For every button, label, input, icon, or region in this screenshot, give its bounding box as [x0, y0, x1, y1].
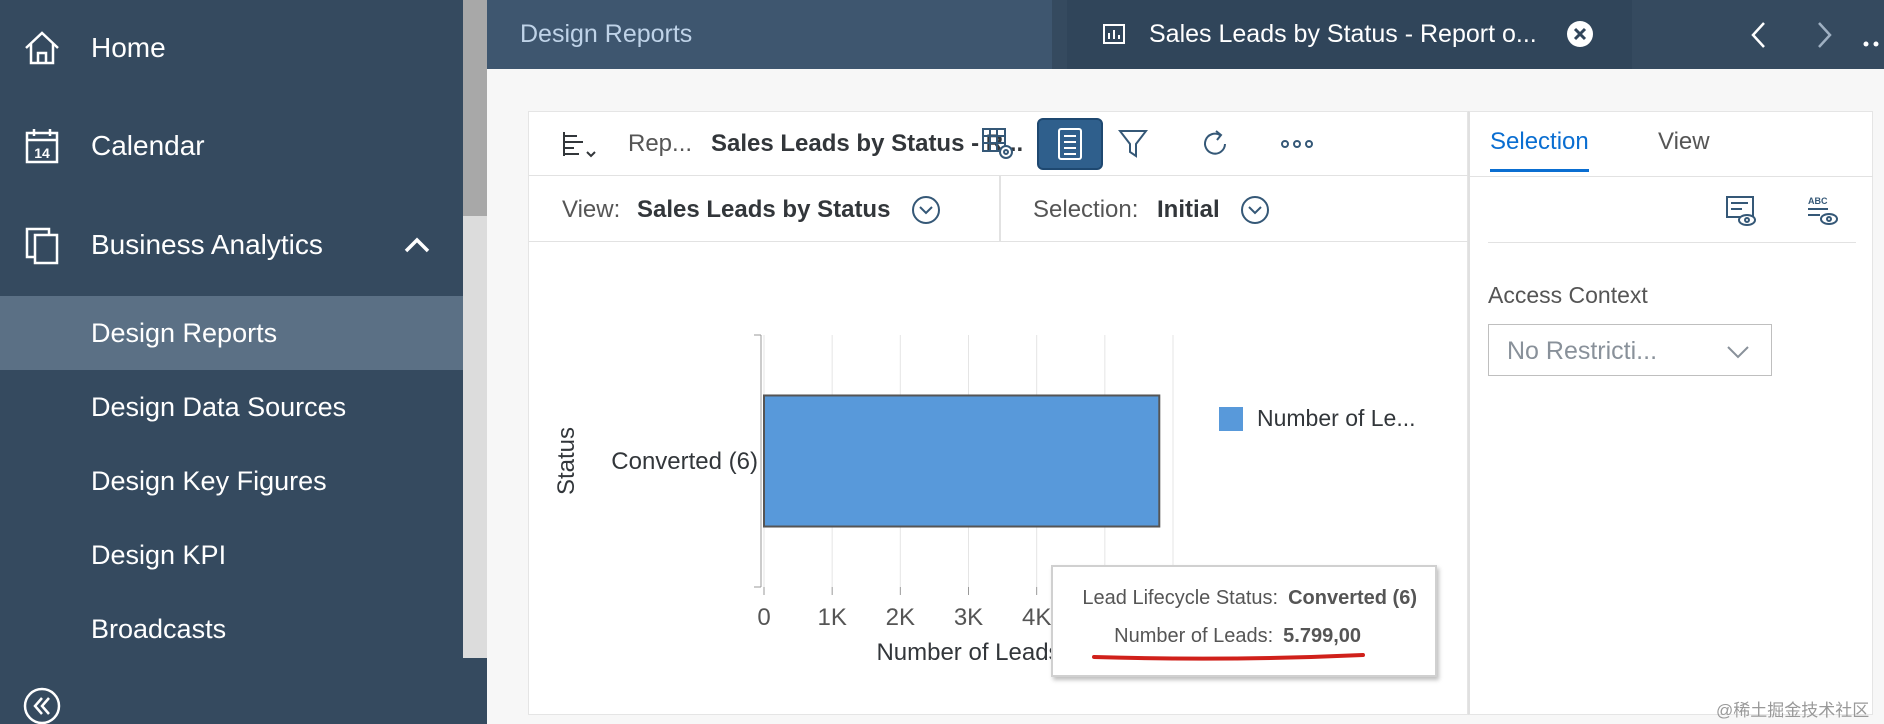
shell-bar: Design Reports Sales Leads by Status - R…	[487, 0, 1884, 69]
x-tick-label: 4K	[1022, 604, 1051, 631]
tooltip-leads-value: 5.799,00	[1283, 625, 1361, 647]
bar	[763, 394, 1161, 528]
divider	[999, 176, 1001, 242]
nav-item-design-key-figures[interactable]: Design Key Figures	[0, 444, 463, 518]
home-icon	[22, 28, 62, 68]
tooltip-status-row: Lead Lifecycle Status: Converted (6)	[1082, 587, 1417, 610]
report-icon	[1103, 24, 1125, 44]
side-panel: Selection View ABC Access Context No Res…	[1468, 111, 1873, 715]
tab-selection[interactable]: Selection	[1490, 128, 1589, 172]
view-label: View:	[562, 196, 621, 223]
list-view-button[interactable]	[1037, 118, 1103, 170]
nav-item-business-analytics[interactable]: Business Analytics	[0, 208, 463, 282]
chevron-up-icon[interactable]	[400, 228, 434, 262]
y-category-label: Converted (6)	[611, 448, 758, 475]
access-context-label: Access Context	[1488, 282, 1648, 308]
nav-label: Home	[91, 32, 166, 63]
more-icon	[1281, 140, 1313, 148]
selection-label: Selection:	[1033, 196, 1139, 223]
divider	[1488, 242, 1856, 243]
nav-label: Broadcasts	[91, 613, 227, 644]
more-options-button[interactable]	[1264, 118, 1330, 170]
x-axis-title: Number of Leads	[876, 639, 1060, 666]
x-tick-label: 3K	[954, 604, 983, 631]
x-tick-label: 1K	[817, 604, 846, 631]
chart-tooltip: Lead Lifecycle Status: Converted (6) Numb…	[1051, 565, 1437, 677]
chevron-right-icon[interactable]	[1809, 18, 1839, 52]
calendar-icon: 14	[22, 126, 62, 166]
scrollbar-thumb[interactable]	[463, 0, 487, 216]
chevron-down-icon	[1725, 339, 1751, 363]
nav-label: Design Reports	[91, 317, 278, 348]
filter-button[interactable]	[1100, 118, 1166, 170]
report-title: Sales Leads by Status - R...	[711, 130, 1024, 157]
close-icon[interactable]	[1567, 21, 1593, 47]
filter-icon	[1118, 130, 1148, 158]
tab-design-reports[interactable]: Design Reports	[487, 0, 1052, 69]
x-tick-label: 2K	[886, 604, 915, 631]
chart-svg: 01K2K3K4K5K6KConverted (6)Number of Lead…	[553, 334, 1188, 666]
access-context-value: No Restricti...	[1507, 337, 1658, 365]
nav-item-design-kpi[interactable]: Design KPI	[0, 518, 463, 592]
svg-text:ABC: ABC	[1808, 196, 1828, 206]
show-fields-icon[interactable]	[1724, 194, 1758, 228]
chart-legend[interactable]: Number of Le...	[1219, 405, 1416, 432]
sidebar-scrollbar[interactable]	[463, 0, 487, 724]
tooltip-leads-row: Number of Leads: 5.799,00	[1114, 625, 1361, 648]
refresh-button[interactable]	[1182, 118, 1248, 170]
report-card: Rep... Sales Leads by Status - R...	[528, 111, 1469, 716]
nav-item-design-reports[interactable]: Design Reports	[0, 296, 463, 370]
svg-text:14: 14	[34, 145, 50, 161]
selection-dropdown-icon[interactable]	[1240, 195, 1270, 225]
nav-item-design-data-sources[interactable]: Design Data Sources	[0, 370, 463, 444]
collapse-icon[interactable]	[22, 686, 62, 724]
sidebar: Home 14 Calendar Business Analytics Desi…	[0, 0, 463, 724]
more-icon[interactable]	[1862, 20, 1884, 50]
list-icon	[1058, 128, 1082, 160]
nav-item-home[interactable]: Home	[0, 12, 463, 84]
sidebar-footer	[463, 658, 487, 724]
view-value: Sales Leads by Status	[637, 196, 891, 223]
chevron-left-icon[interactable]	[1744, 18, 1774, 52]
y-axis-title: Status	[553, 427, 580, 495]
nav-label: Design KPI	[91, 539, 227, 570]
bar-chart: 01K2K3K4K5K6KConverted (6)Number of Lead…	[529, 242, 1469, 716]
red-underline-annotation	[1092, 653, 1365, 661]
tab-label: Design Reports	[520, 20, 693, 48]
divider	[1470, 176, 1873, 177]
report-breadcrumb[interactable]: Rep...	[628, 130, 693, 157]
selection-value: Initial	[1157, 196, 1220, 223]
nav-item-calendar[interactable]: 14 Calendar	[0, 110, 463, 182]
tab-label: Sales Leads by Status - Report o...	[1149, 20, 1537, 48]
duplicate-icon	[22, 225, 62, 265]
access-context-select[interactable]: No Restricti...	[1488, 324, 1772, 376]
table-settings-button[interactable]	[965, 118, 1031, 170]
tab-view[interactable]: View	[1658, 128, 1710, 155]
hierarchy-icon[interactable]	[561, 130, 601, 160]
refresh-icon	[1204, 130, 1226, 155]
report-toolbar: Rep... Sales Leads by Status - R...	[529, 112, 1469, 176]
tooltip-status-label: Lead Lifecycle Status:	[1082, 587, 1279, 609]
watermark: @稀土掘金技术社区	[1716, 701, 1870, 720]
nav-label: Calendar	[91, 130, 205, 161]
legend-label: Number of Le...	[1257, 405, 1416, 431]
table-settings-icon	[982, 128, 1013, 159]
nav-label: Business Analytics	[91, 229, 323, 260]
tooltip-status-value: Converted (6)	[1288, 587, 1417, 609]
nav-label: Design Data Sources	[91, 391, 347, 422]
view-dropdown-icon[interactable]	[911, 195, 941, 225]
x-tick-label: 0	[757, 604, 770, 631]
show-text-icon[interactable]: ABC	[1806, 194, 1840, 228]
nav-item-broadcasts[interactable]: Broadcasts	[0, 592, 463, 666]
tooltip-leads-label: Number of Leads:	[1114, 625, 1274, 647]
legend-swatch	[1219, 406, 1243, 431]
view-selection-bar: View: Sales Leads by Status Selection: I…	[529, 176, 1469, 242]
nav-label: Design Key Figures	[91, 465, 327, 496]
tab-sales-leads-report[interactable]: Sales Leads by Status - Report o...	[1067, 0, 1632, 69]
